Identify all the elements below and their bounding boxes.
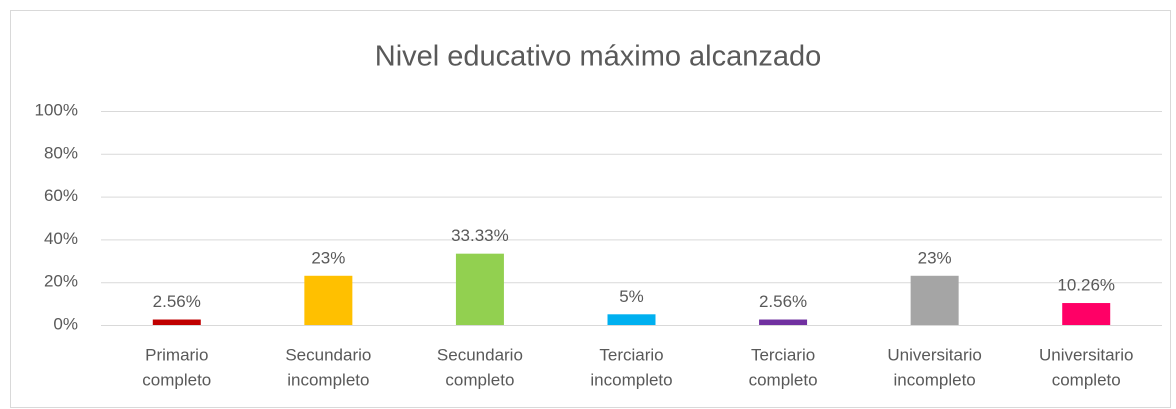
x-tick-label: Terciario [599, 345, 663, 364]
data-label: 23% [918, 248, 952, 267]
x-tick-label: incompleto [894, 370, 976, 389]
chart-title: Nivel educativo máximo alcanzado [375, 41, 822, 73]
y-tick-label: 40% [44, 229, 78, 248]
x-tick-label: completo [142, 370, 211, 389]
bar [152, 319, 201, 325]
x-tick-label: completo [1052, 370, 1121, 389]
bar [910, 275, 959, 325]
y-tick-label: 0% [53, 314, 78, 333]
y-tick-label: 20% [44, 272, 78, 291]
chart-border [10, 10, 1171, 408]
x-tick-label: Universitario [1039, 345, 1133, 364]
data-label: 10.26% [1057, 276, 1115, 295]
data-label: 33.33% [451, 226, 509, 245]
x-tick-label: Secundario [285, 345, 371, 364]
data-label: 2.56% [759, 292, 807, 311]
bar [455, 253, 504, 325]
data-label: 2.56% [153, 292, 201, 311]
bar [1062, 303, 1111, 325]
bar [304, 275, 353, 325]
data-label: 23% [311, 248, 345, 267]
x-tick-label: incompleto [590, 370, 672, 389]
x-tick-label: incompleto [287, 370, 369, 389]
x-tick-label: Primario [145, 345, 208, 364]
x-tick-label: completo [749, 370, 818, 389]
bar [607, 314, 656, 325]
y-tick-label: 60% [44, 186, 78, 205]
x-tick-label: Secundario [437, 345, 523, 364]
y-tick-label: 100% [35, 100, 78, 119]
y-tick-label: 80% [44, 143, 78, 162]
x-tick-label: Universitario [887, 345, 981, 364]
bar [759, 319, 808, 325]
x-tick-label: Terciario [751, 345, 815, 364]
data-label: 5% [619, 287, 644, 306]
x-tick-label: completo [445, 370, 514, 389]
